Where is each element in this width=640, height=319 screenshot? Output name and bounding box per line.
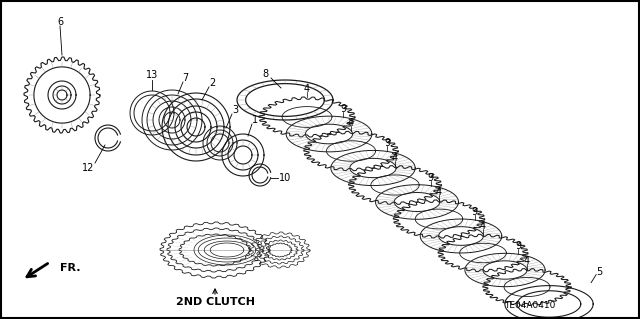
Text: 9: 9 [428,173,434,183]
Text: TE04A0410: TE04A0410 [504,300,556,309]
Text: 12: 12 [82,163,94,173]
Text: 1: 1 [252,115,258,125]
Text: 5: 5 [596,267,602,277]
Text: 8: 8 [262,69,268,79]
Text: 3: 3 [232,105,238,115]
Text: 9: 9 [340,104,346,114]
Text: 10: 10 [279,173,291,183]
Text: 2ND CLUTCH: 2ND CLUTCH [175,297,255,307]
Text: 6: 6 [57,17,63,27]
Text: 4: 4 [348,118,354,128]
Text: 4: 4 [436,187,442,197]
Text: FR.: FR. [60,263,81,273]
Text: 4: 4 [304,84,310,94]
Text: 4: 4 [480,221,486,231]
Text: 2: 2 [209,78,215,88]
Text: 9: 9 [384,138,390,148]
Text: 4: 4 [524,256,530,266]
Text: 7: 7 [182,73,188,83]
Text: 13: 13 [146,70,158,80]
Text: 9: 9 [472,207,477,217]
Text: 9: 9 [515,241,522,251]
Text: 4: 4 [392,152,398,163]
